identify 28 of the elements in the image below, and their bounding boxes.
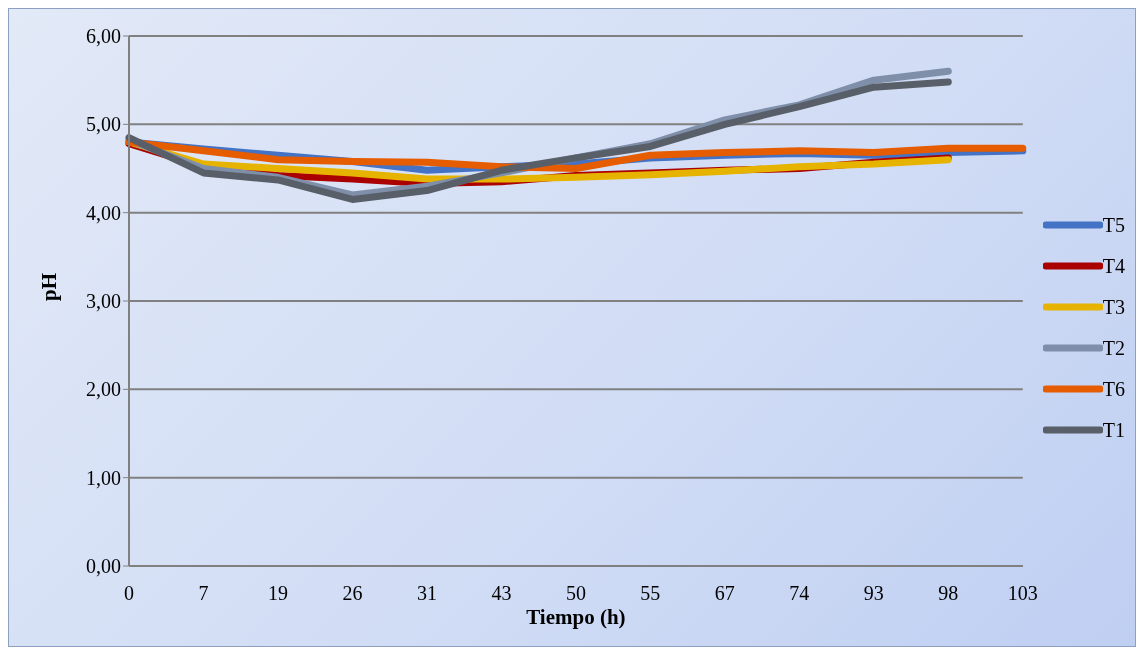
y-tick-label: 1,00: [86, 466, 121, 489]
y-tick-label: 4,00: [86, 201, 121, 224]
legend-label: T2: [1102, 336, 1125, 360]
y-tick-label: 3,00: [86, 290, 121, 313]
x-tick-label: 26: [342, 582, 363, 605]
x-axis-title: Tiempo (h): [526, 605, 626, 629]
x-tick-label: 43: [491, 582, 512, 605]
y-tick-label: 0,00: [86, 555, 121, 578]
legend-label: T6: [1102, 377, 1125, 401]
x-tick-label: 19: [267, 582, 288, 605]
x-tick-label: 93: [863, 582, 884, 605]
legend-label: T1: [1102, 418, 1125, 442]
legend-label: T3: [1102, 295, 1125, 319]
y-tick-label: 6,00: [86, 25, 121, 48]
x-tick-label: 0: [124, 582, 134, 605]
y-tick-label: 5,00: [86, 113, 121, 136]
legend-label: T5: [1102, 213, 1125, 237]
x-tick-label: 7: [198, 582, 209, 605]
x-tick-label: 50: [565, 582, 586, 605]
legend-label: T4: [1102, 254, 1125, 278]
y-axis-title: pH: [37, 272, 62, 301]
x-tick-label: 74: [789, 582, 810, 605]
x-tick-label: 31: [416, 582, 437, 605]
x-tick-label: 55: [640, 582, 661, 605]
x-tick-label: 67: [714, 582, 735, 605]
x-tick-label: 103: [1007, 582, 1038, 605]
x-tick-label: 98: [938, 582, 959, 605]
y-tick-label: 2,00: [86, 378, 121, 401]
